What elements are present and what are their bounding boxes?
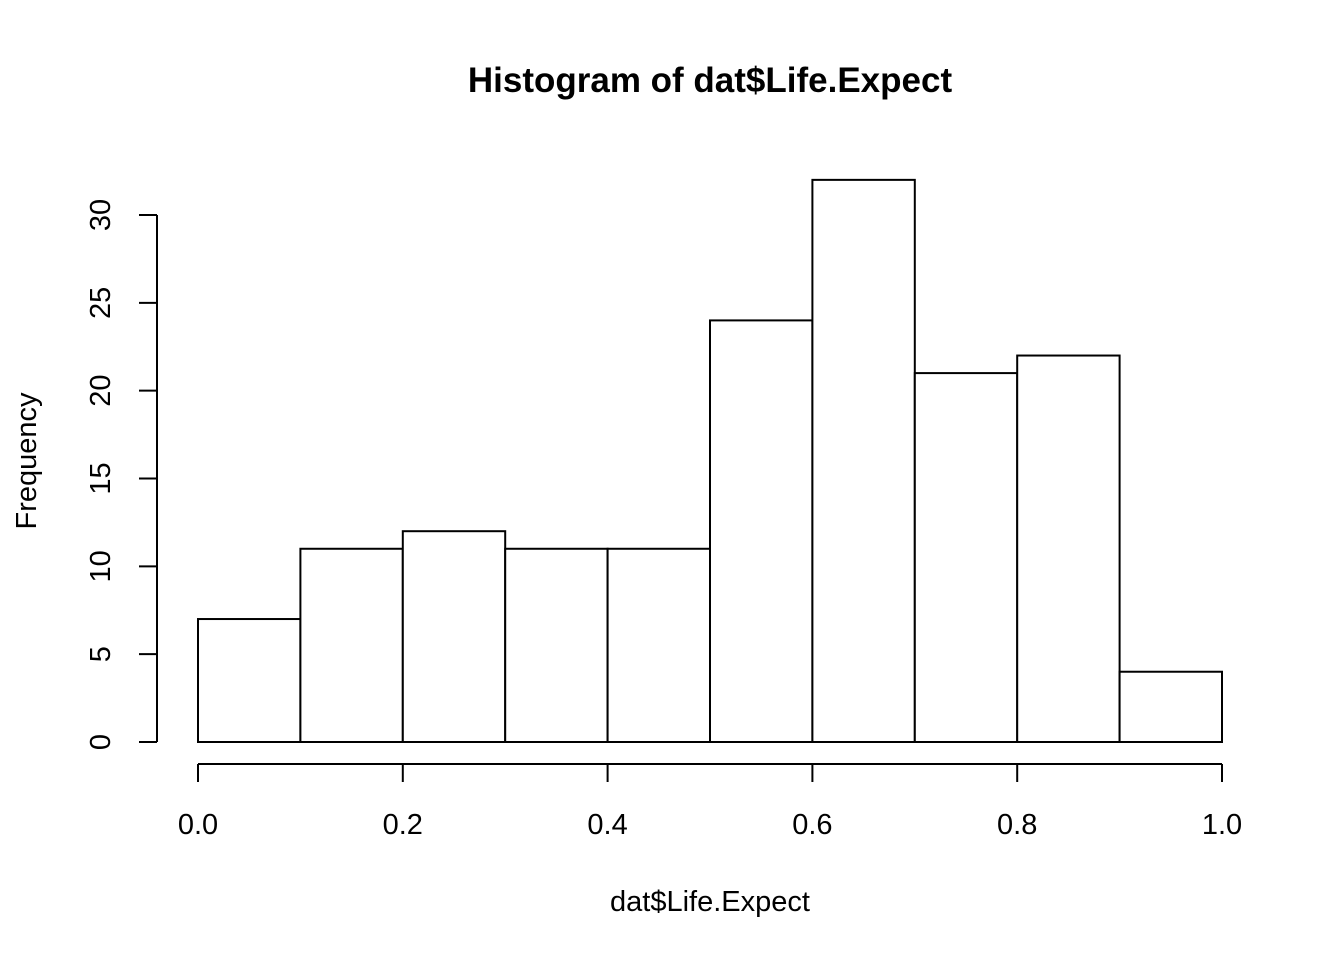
x-axis: 0.0 0.2 0.4 0.6 0.8 1.0 [178, 763, 1242, 841]
histogram-bar-1 [299, 547, 404, 743]
y-tick-label-5: 25 [85, 287, 117, 319]
x-tick-label-2: 0.4 [587, 809, 627, 841]
histogram-bar-7 [913, 372, 1019, 743]
bars-group [197, 178, 1223, 744]
y-tick-label-2: 10 [85, 550, 117, 582]
y-tick-label-3: 15 [85, 462, 117, 494]
x-tick-label-5: 1.0 [1202, 809, 1242, 841]
histogram-bar-0 [197, 618, 302, 743]
y-tick-label-6: 30 [85, 199, 117, 231]
x-axis-title: dat$Life.Expect [610, 886, 810, 918]
histogram-bar-2 [401, 530, 507, 744]
histogram-bar-8 [1016, 354, 1121, 743]
chart-title: Histogram of dat$Life.Expect [468, 61, 953, 100]
histogram-bar-6 [811, 178, 916, 744]
x-tick-label-0: 0.0 [178, 809, 218, 841]
histogram-bar-9 [1118, 670, 1223, 744]
x-tick-label-1: 0.2 [383, 809, 423, 841]
histogram-bar-5 [709, 319, 814, 743]
x-tick-label-3: 0.6 [792, 809, 832, 841]
histogram-bar-3 [504, 547, 609, 743]
y-tick-label-1: 5 [85, 646, 117, 662]
x-tick-label-4: 0.8 [997, 809, 1037, 841]
y-tick-label-4: 20 [85, 375, 117, 407]
y-tick-label-0: 0 [85, 734, 117, 750]
y-axis-title: Frequency [11, 392, 43, 530]
histogram-bar-4 [606, 547, 711, 743]
y-axis: 0 5 10 15 20 25 30 [85, 199, 158, 750]
